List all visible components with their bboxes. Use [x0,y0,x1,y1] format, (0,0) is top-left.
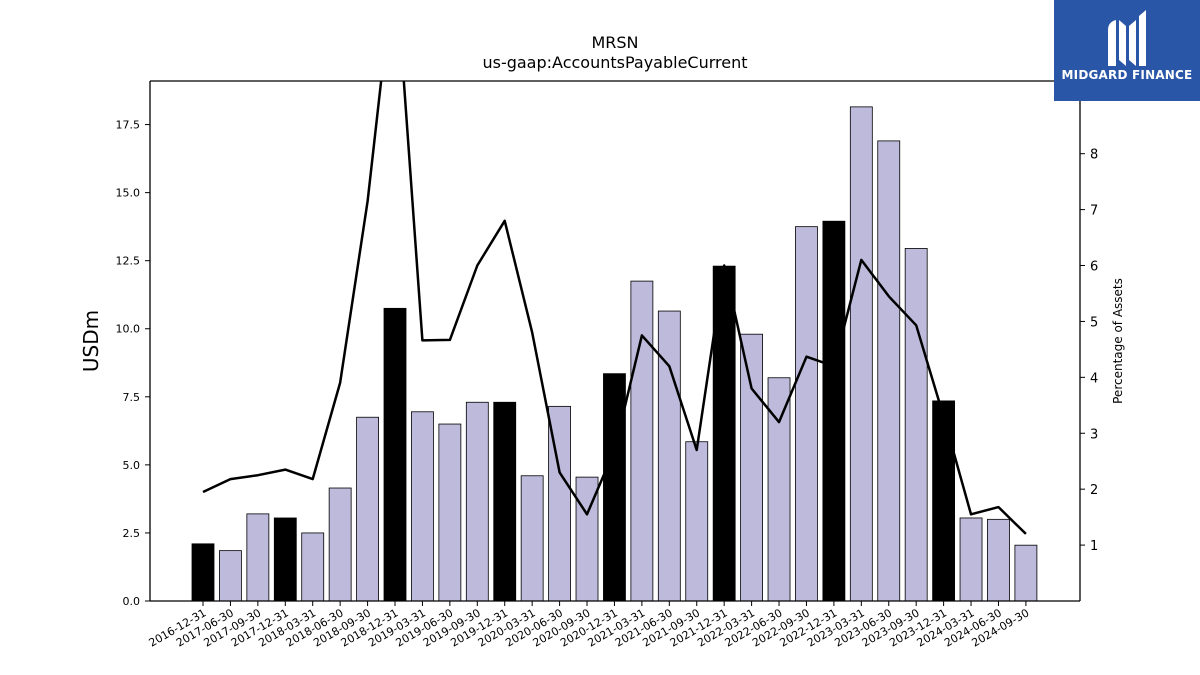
bar-2016-12-31 [191,543,215,602]
bar-2023-09-30 [904,248,928,602]
y2-tick-label: 8 [1090,148,1098,163]
logo-banner: MIDGARD FINANCE [1054,0,1200,101]
bar-2022-09-30 [795,226,818,602]
y2-tick-label: 6 [1090,260,1098,275]
bar-2021-09-30 [685,441,709,602]
y2-tick-label: 3 [1090,427,1098,442]
bar-2018-03-31 [301,532,325,602]
bar-2023-06-30 [877,140,901,602]
bar-2017-12-31 [273,517,297,602]
bar-2017-09-30 [246,513,270,602]
bar-2024-09-30 [1014,544,1038,602]
bar-2024-06-30 [987,518,1010,602]
y2-tick-label: 7 [1090,204,1098,219]
y-tick-label: 5.0 [123,459,141,472]
bar-2024-03-31 [959,517,983,602]
y-tick-label: 12.5 [116,255,141,268]
bar-2017-06-30 [219,550,242,602]
chart-title: MRSN [591,33,638,52]
bar-2019-12-31 [493,401,517,602]
bar-2019-03-31 [411,411,434,602]
bar-group [191,106,1038,602]
y2-tick-label: 2 [1090,483,1098,498]
bar-2021-03-31 [630,280,654,602]
bar-2023-12-31 [932,400,956,602]
bar-2023-03-31 [849,106,873,602]
y-tick-label: 10.0 [116,323,141,336]
bar-2022-03-31 [740,333,763,602]
bar-2018-12-31 [383,307,407,602]
bar-2021-06-30 [657,310,681,602]
y-tick-label: 17.5 [116,119,141,132]
y-axis-label: USDm [79,310,103,372]
bar-2019-06-30 [438,423,462,602]
y-tick-label: 7.5 [123,391,141,404]
line-group [202,81,1027,535]
y2-tick-label: 1 [1090,539,1098,554]
y2-tick-label: 5 [1090,315,1098,330]
bar-2018-06-30 [328,487,352,602]
bar-2022-12-31 [822,220,846,602]
y-tick-label: 2.5 [123,527,141,540]
y2-tick-label: 4 [1090,371,1098,386]
bar-2020-12-31 [603,373,626,602]
y2-axis-label: Percentage of Assets [1111,278,1125,404]
midgard-logo-icon [1108,10,1146,66]
bar-2018-09-30 [356,416,379,602]
y-tick-label: 15.0 [116,187,141,200]
percentage-line [202,81,1027,535]
chart-subtitle: us-gaap:AccountsPayableCurrent [482,53,747,72]
bar-2019-09-30 [465,401,489,602]
bar-2020-03-31 [520,475,544,602]
y-tick-label: 0.0 [123,595,141,608]
logo-text: MIDGARD FINANCE [1061,68,1193,82]
